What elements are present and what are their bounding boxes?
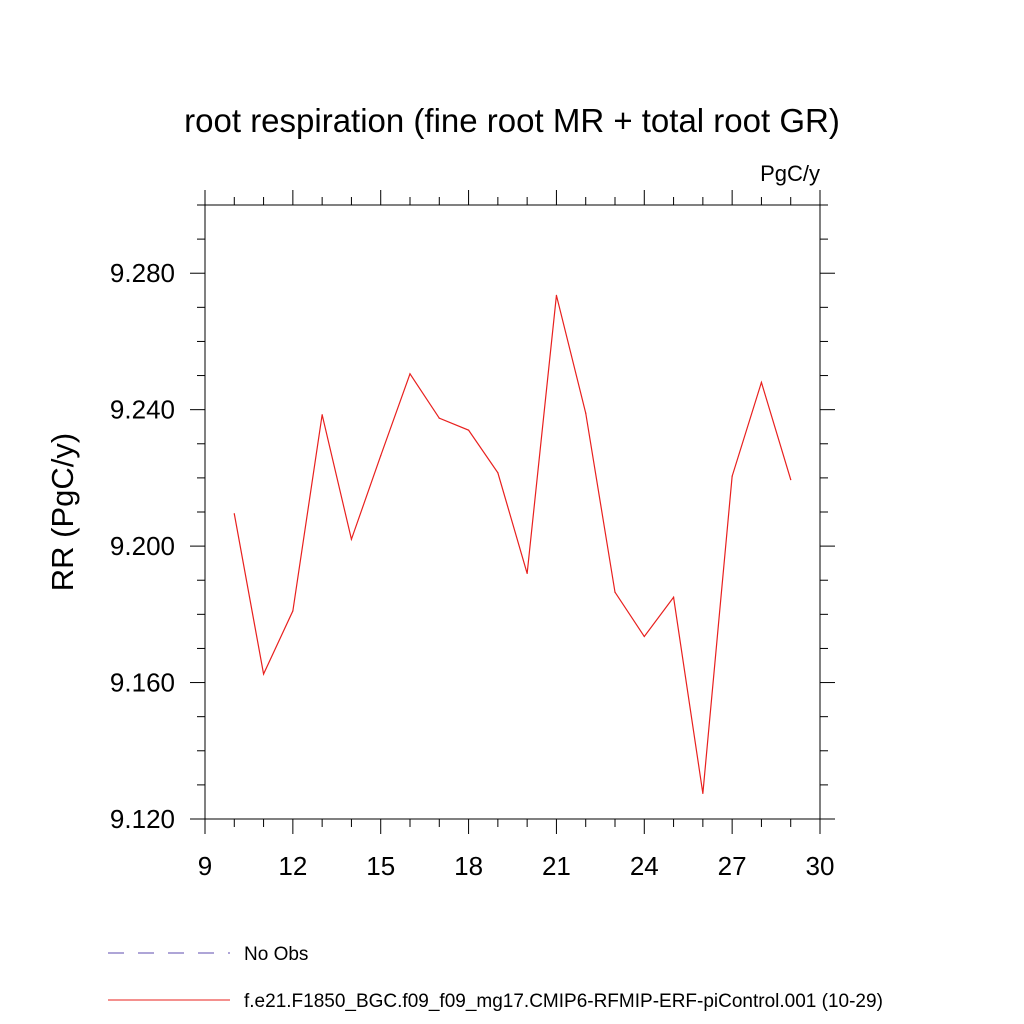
x-tick-label: 24	[630, 851, 659, 881]
data-point	[292, 610, 294, 612]
data-point	[350, 538, 353, 540]
data-point	[672, 596, 675, 598]
data-point	[643, 635, 645, 638]
data-point	[262, 673, 265, 675]
x-tick-label: 21	[542, 851, 571, 881]
data-point	[497, 472, 499, 474]
data-point	[585, 412, 587, 414]
data-point	[321, 414, 323, 416]
data-point	[614, 591, 616, 593]
data-point	[380, 455, 382, 457]
y-tick-label: 9.240	[110, 395, 175, 425]
x-tick-label: 30	[806, 851, 835, 881]
y-tick-label: 9.200	[110, 531, 175, 561]
x-tick-label: 27	[718, 851, 747, 881]
x-tick-label: 12	[278, 851, 307, 881]
y-axis-label: RR (PgC/y)	[45, 433, 80, 591]
y-tick-label: 9.160	[110, 668, 175, 698]
y-tick-label: 9.120	[110, 804, 175, 834]
data-point	[790, 478, 792, 481]
data-point	[555, 294, 558, 296]
tick-labels: 9 12 15 18 21 24 27 30 9.120 9.160 9.200 9.240 9.280	[110, 258, 835, 881]
series-layer	[233, 294, 792, 795]
data-point	[760, 381, 763, 383]
data-point	[233, 513, 235, 515]
data-point	[526, 572, 528, 575]
x-tick-label: 15	[366, 851, 395, 881]
data-point	[438, 417, 440, 419]
y-tick-label: 9.280	[110, 258, 175, 288]
data-point	[702, 792, 704, 795]
axis-ticks	[190, 190, 835, 834]
legend-label-no-obs: No Obs	[244, 944, 308, 965]
legend: No Obs f.e21.F1850_BGC.f09_f09_mg17.CMIP…	[108, 944, 883, 1012]
units-label: PgC/y	[760, 161, 820, 186]
chart-title: root respiration (fine root MR + total r…	[184, 102, 840, 139]
x-tick-label: 9	[198, 851, 212, 881]
legend-label-model-run: f.e21.F1850_BGC.f09_f09_mg17.CMIP6-RFMIP…	[244, 991, 883, 1012]
series-line-0	[233, 295, 792, 794]
data-point	[731, 475, 733, 477]
x-tick-label: 18	[454, 851, 483, 881]
data-point	[467, 429, 470, 431]
plot-frame	[204, 204, 821, 820]
data-point	[409, 373, 411, 375]
